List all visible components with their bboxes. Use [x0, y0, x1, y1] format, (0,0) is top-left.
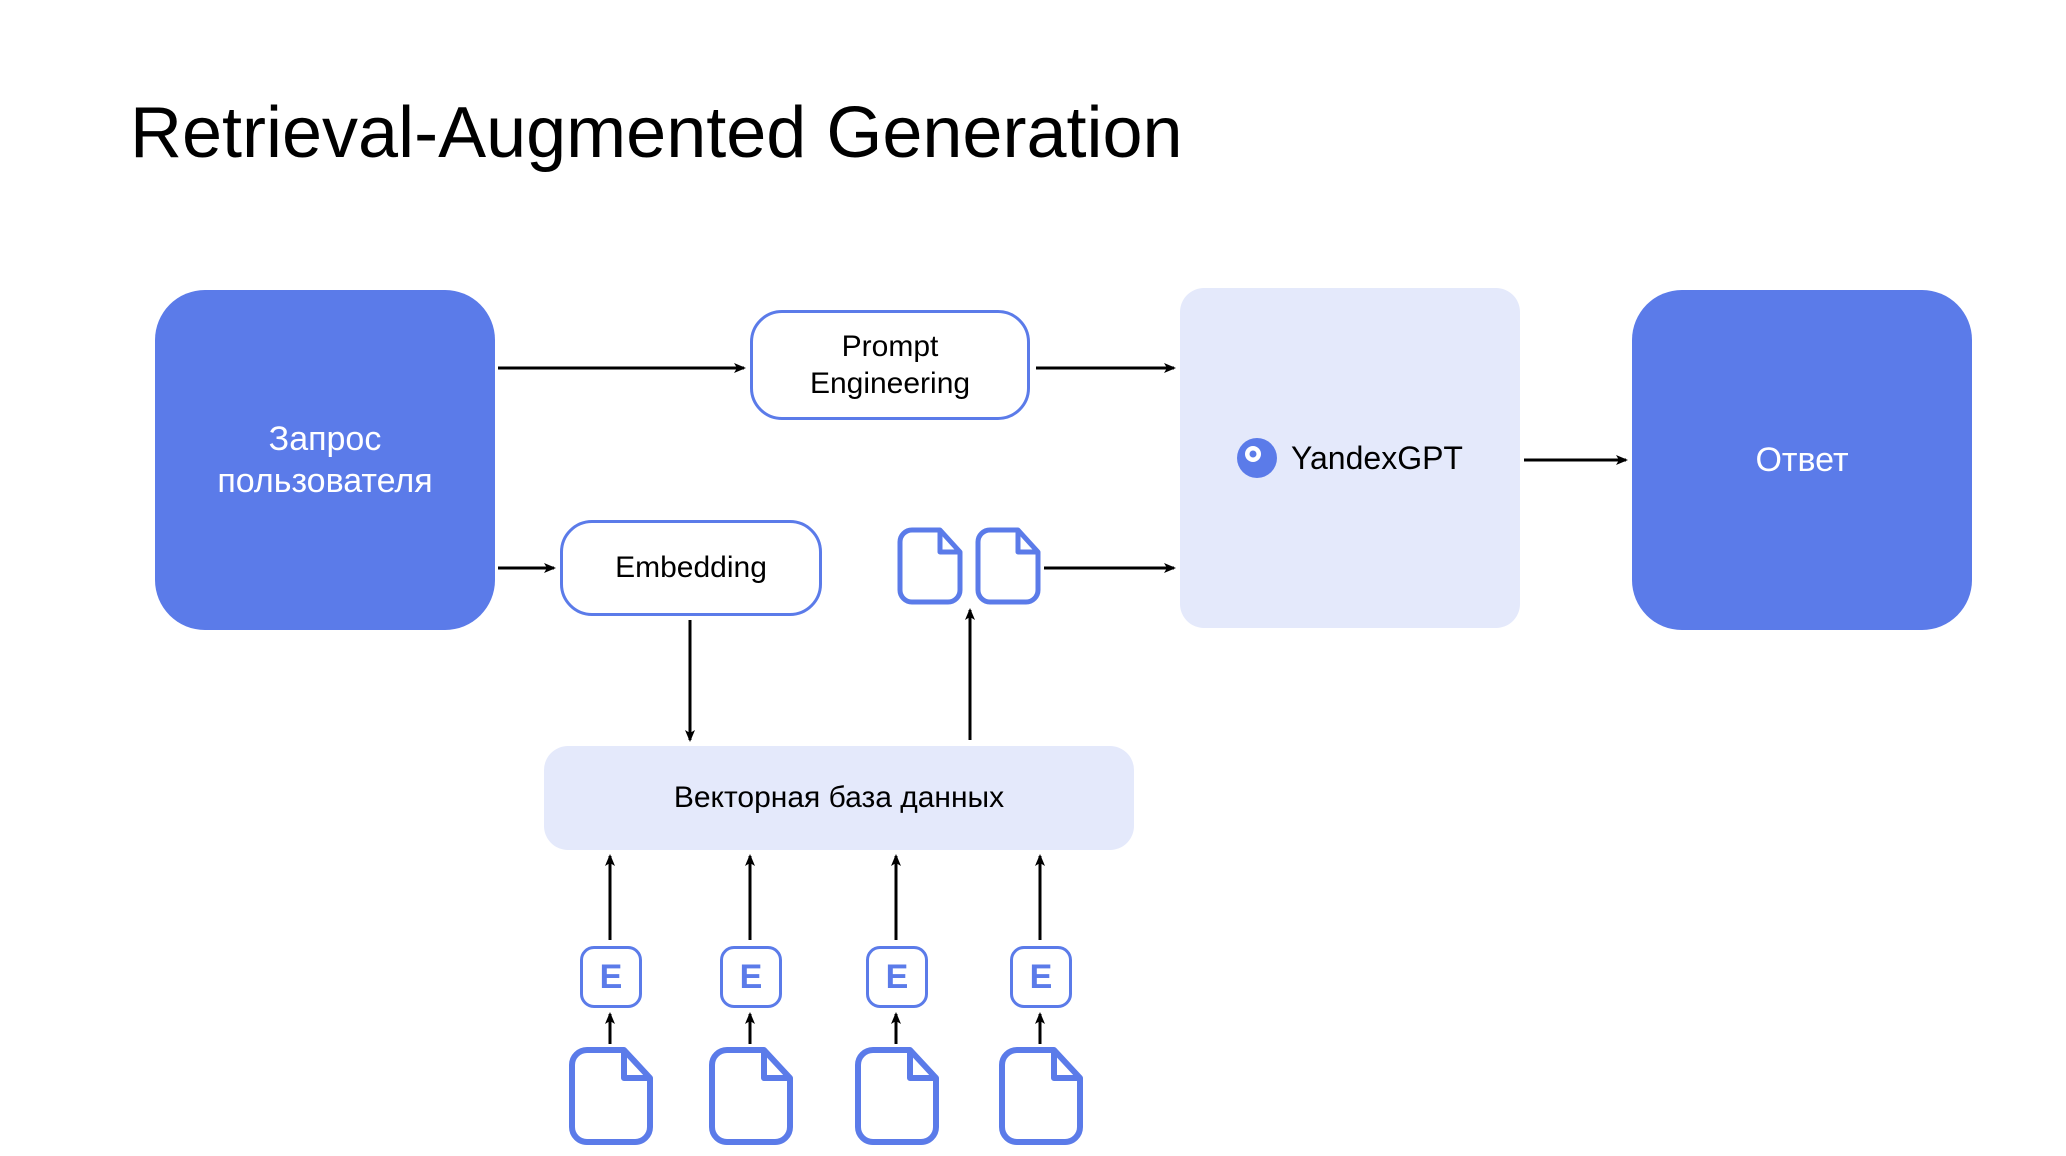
e-box-2: E	[720, 946, 782, 1008]
node-user-query: Запрос пользователя	[155, 290, 495, 630]
node-vector-db: Векторная база данных	[544, 746, 1134, 850]
logo-dot-icon	[1237, 438, 1277, 478]
page-title: Retrieval-Augmented Generation	[130, 92, 1183, 174]
e-box-4: E	[1010, 946, 1072, 1008]
document-icon	[858, 1050, 936, 1142]
document-icon	[1002, 1050, 1080, 1142]
node-yandexgpt-label: YandexGPT	[1291, 438, 1463, 478]
document-icon	[900, 530, 960, 602]
document-icon	[712, 1050, 790, 1142]
node-yandexgpt: YandexGPT	[1180, 288, 1520, 628]
e-box-3: E	[866, 946, 928, 1008]
node-embedding: Embedding	[560, 520, 822, 616]
document-icon	[978, 530, 1038, 602]
document-icon	[572, 1050, 650, 1142]
node-prompt-engineering: Prompt Engineering	[750, 310, 1030, 420]
node-answer: Ответ	[1632, 290, 1972, 630]
e-box-1: E	[580, 946, 642, 1008]
